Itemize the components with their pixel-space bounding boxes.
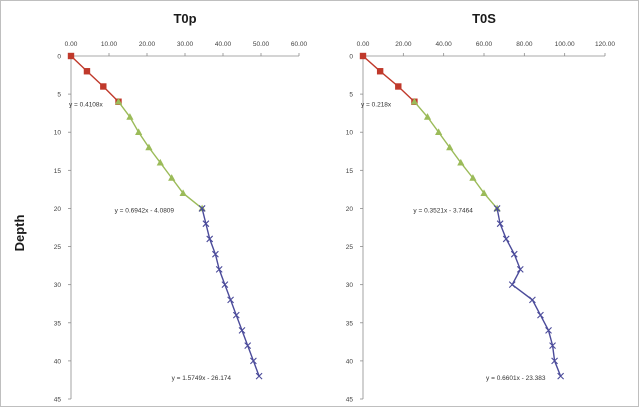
- trendline-equation: y = 0.3521x - 3.7464: [413, 207, 473, 214]
- data-point: [502, 235, 510, 243]
- data-point: [508, 281, 516, 289]
- x-tick-label: 40.00: [436, 41, 453, 48]
- y-tick-label: 30: [346, 282, 354, 289]
- data-point: [457, 158, 465, 166]
- trendline-equation: y = 0.218x: [361, 102, 392, 109]
- data-point: [480, 189, 488, 196]
- data-point: [179, 189, 187, 196]
- data-point: [135, 128, 143, 136]
- y-tick-label: 0: [349, 54, 353, 61]
- data-point: [435, 128, 443, 136]
- x-tick-label: 100.00: [555, 41, 575, 48]
- trendline-equation: y = 0.6601x - 23.383: [486, 375, 546, 382]
- y-tick-label: 10: [346, 130, 354, 137]
- data-point: [238, 327, 246, 334]
- data-point: [215, 266, 223, 273]
- x-tick-label: 40.00: [215, 41, 232, 48]
- data-point: [410, 97, 419, 105]
- data-point: [557, 372, 565, 380]
- data-point: [244, 342, 252, 350]
- trendline-equation: y = 0.6942x - 4.0809: [115, 207, 175, 214]
- y-tick-label: 5: [57, 92, 61, 99]
- y-tick-label: 15: [54, 168, 62, 175]
- y-tick-label: 0: [57, 54, 61, 61]
- y-tick-label: 20: [346, 206, 354, 213]
- data-point: [67, 52, 75, 60]
- data-point: [529, 296, 536, 304]
- x-tick-label: 0.00: [65, 41, 78, 48]
- y-tick-label: 20: [54, 206, 62, 213]
- data-point: [202, 220, 210, 228]
- x-tick-label: 10.00: [101, 41, 118, 48]
- data-point: [212, 250, 219, 258]
- data-point: [145, 143, 153, 151]
- y-tick-label: 25: [346, 244, 354, 251]
- series-line-3: [201, 208, 260, 377]
- data-point: [469, 174, 477, 181]
- data-point: [250, 357, 257, 365]
- x-tick-label: 120.00: [595, 41, 615, 48]
- series-line-1: [362, 55, 415, 103]
- data-point: [232, 311, 240, 319]
- y-tick-label: 40: [54, 358, 62, 365]
- data-point: [168, 174, 176, 181]
- series-line-3: [496, 208, 562, 377]
- data-point: [221, 281, 229, 289]
- y-tick-label: 10: [54, 130, 62, 137]
- data-point: [83, 68, 91, 75]
- y-axis-label: Depth: [12, 215, 27, 252]
- x-tick-label: 60.00: [291, 41, 308, 48]
- y-tick-label: 45: [54, 397, 62, 404]
- data-point: [423, 113, 432, 120]
- data-point: [206, 235, 214, 243]
- trendline-equation: y = 0.4108x: [69, 102, 104, 109]
- x-tick-label: 80.00: [516, 41, 533, 48]
- y-tick-label: 15: [346, 168, 354, 175]
- chart-title-2: T0S: [472, 11, 496, 26]
- data-point: [376, 68, 384, 75]
- data-point: [493, 205, 501, 212]
- y-tick-label: 35: [54, 320, 62, 327]
- y-tick-label: 5: [349, 92, 353, 99]
- x-tick-label: 20.00: [395, 41, 412, 48]
- data-point: [359, 52, 367, 60]
- data-point: [516, 266, 524, 273]
- data-point: [255, 372, 263, 380]
- data-point: [156, 158, 164, 166]
- y-tick-label: 25: [54, 244, 62, 251]
- data-point: [545, 327, 552, 334]
- data-point: [126, 113, 134, 120]
- x-tick-label: 20.00: [139, 41, 156, 48]
- chart-title-1: T0p: [173, 11, 196, 26]
- data-point: [395, 83, 402, 90]
- y-tick-label: 35: [346, 320, 354, 327]
- y-tick-label: 30: [54, 282, 62, 289]
- y-tick-label: 45: [346, 397, 354, 404]
- data-point: [198, 205, 206, 212]
- x-tick-label: 60.00: [476, 41, 493, 48]
- data-point: [446, 143, 454, 151]
- data-point: [496, 220, 504, 228]
- series-line-1: [70, 55, 119, 103]
- y-tick-label: 40: [346, 358, 354, 365]
- data-point: [100, 83, 107, 90]
- data-point: [551, 357, 558, 365]
- x-tick-label: 0.00: [357, 41, 370, 48]
- x-tick-label: 50.00: [253, 41, 270, 48]
- data-point: [537, 311, 544, 319]
- data-point: [227, 296, 234, 304]
- x-tick-label: 30.00: [177, 41, 194, 48]
- data-point: [114, 97, 123, 105]
- data-point: [510, 250, 518, 258]
- trendline-equation: y = 1.5749x - 26.174: [172, 375, 232, 382]
- data-point: [549, 342, 556, 350]
